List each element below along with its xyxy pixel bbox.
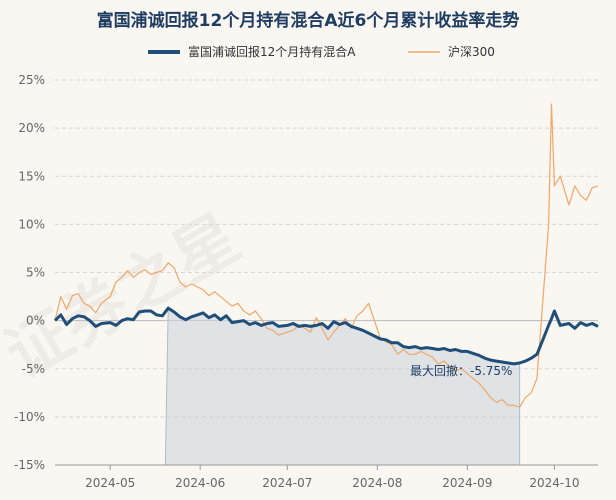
grid <box>55 79 598 466</box>
y-tick-label: 25% <box>18 73 45 87</box>
y-tick-label: 5% <box>26 266 45 280</box>
legend: 富国浦诚回报12个月持有混合A 沪深300 <box>148 44 495 59</box>
x-axis-ticks: 2024-05 2024-06 2024-07 2024-08 2024-09 2024-… <box>55 464 598 490</box>
y-axis-ticks: 25% 20% 15% 10% 5% 0% -5% -10% -15% <box>14 73 45 472</box>
y-tick-label: 15% <box>18 169 45 183</box>
x-tick-label: 2024-07 <box>262 476 312 490</box>
legend-label-index: 沪深300 <box>448 45 495 59</box>
y-tick-label: -5% <box>22 362 45 376</box>
max-drawdown-annotation: 最大回撤：-5.75% <box>410 363 512 378</box>
x-tick-label: 2024-05 <box>85 476 135 490</box>
y-tick-label: 20% <box>18 121 45 135</box>
y-tick-label: 10% <box>18 217 45 231</box>
chart-title: 富国浦诚回报12个月持有混合A近6个月累计收益率走势 <box>97 10 520 31</box>
y-tick-label: -15% <box>14 458 45 472</box>
x-tick-label: 2024-09 <box>442 476 492 490</box>
legend-label-fund: 富国浦诚回报12个月持有混合A <box>188 44 356 59</box>
series-line-fund <box>53 306 599 366</box>
x-tick-label: 2024-10 <box>529 476 579 490</box>
series-lines <box>53 103 599 408</box>
x-tick-label: 2024-08 <box>352 476 402 490</box>
x-tick-label: 2024-06 <box>175 476 225 490</box>
y-tick-label: -10% <box>14 410 45 424</box>
series-line-index <box>54 103 599 408</box>
y-tick-label: 0% <box>26 314 45 328</box>
